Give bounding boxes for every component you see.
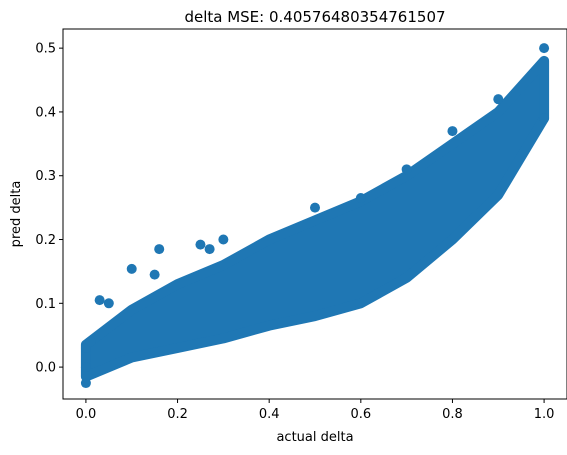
x-tick-label: 0.2 — [167, 407, 188, 422]
scatter-point-cloud — [80, 55, 550, 382]
scatter-point — [80, 362, 91, 373]
scatter-point — [154, 244, 165, 255]
scatter-point — [204, 244, 215, 255]
y-axis-ticks: 0.0 0.1 0.2 0.3 0.4 0.5 — [35, 42, 63, 376]
y-tick-label: 0.3 — [35, 169, 56, 184]
scatter-point — [310, 202, 320, 213]
scatter-point — [493, 94, 504, 105]
scatter-point — [539, 113, 550, 124]
chart-marks — [80, 43, 550, 389]
y-tick-label: 0.5 — [35, 42, 56, 57]
scatter-point — [355, 193, 366, 204]
x-tick-label: 0.8 — [442, 407, 463, 422]
scatter-point — [126, 263, 137, 274]
scatter-point — [401, 164, 412, 175]
y-tick-label: 0.1 — [35, 297, 56, 312]
y-tick-label: 0.4 — [35, 105, 56, 120]
scatter-point — [195, 239, 206, 250]
plot-frame — [62, 28, 567, 400]
x-tick-label: 0.0 — [76, 407, 97, 422]
y-tick-label: 0.2 — [35, 233, 56, 248]
scatter-point — [85, 336, 96, 347]
scatter-point — [539, 43, 550, 54]
x-tick-label: 0.6 — [350, 407, 371, 422]
y-axis-label: pred delta — [9, 181, 24, 248]
scatter-point — [447, 126, 458, 137]
chart-title: delta MSE: 0.40576480354761507 — [184, 8, 445, 26]
scatter-point — [94, 295, 105, 306]
x-tick-label: 1.0 — [534, 407, 555, 422]
scatter-point — [218, 234, 229, 245]
scatter-point — [103, 298, 114, 309]
x-tick-label: 0.4 — [259, 407, 280, 422]
x-axis-label: actual delta — [276, 430, 353, 445]
y-tick-label: 0.0 — [35, 361, 56, 376]
scatter-point — [80, 378, 91, 389]
x-axis-ticks: 0.0 0.2 0.4 0.6 0.8 1.0 — [76, 399, 555, 422]
scatter-point — [149, 269, 160, 280]
